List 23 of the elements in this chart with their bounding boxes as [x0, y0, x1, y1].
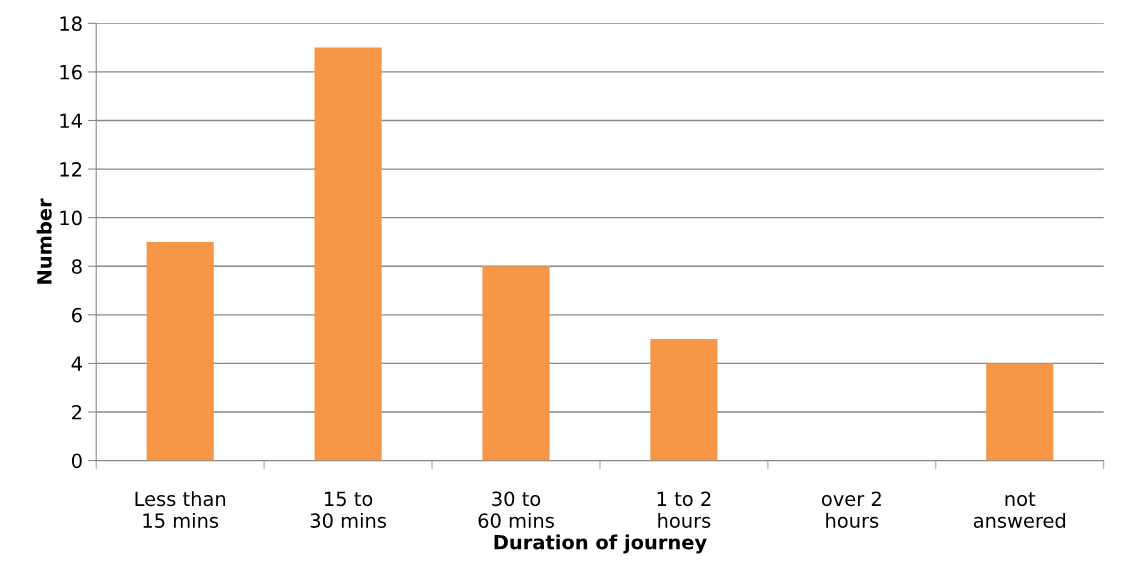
y-tick-label: 8 [71, 259, 82, 274]
y-tick-label: 2 [72, 404, 82, 420]
x-tick-label: not answered [973, 492, 1066, 528]
y-tick-label: 0 [71, 453, 82, 469]
bar [482, 266, 550, 461]
y-tick-label: 12 [60, 162, 82, 177]
bar [986, 363, 1054, 461]
x-tick-label: Less than 15 mins [135, 491, 226, 528]
x-tick-label: over 2 hours [821, 491, 881, 528]
y-tick-label: 14 [60, 113, 82, 128]
x-axis-title: Duration of journey [494, 534, 707, 554]
x-tick-label: 30 to 60 mins [478, 491, 554, 528]
bar [650, 339, 718, 461]
y-tick-label: 4 [71, 356, 82, 371]
y-tick-label: 6 [72, 307, 82, 323]
x-tick-label: 1 to 2 hours [657, 491, 711, 528]
y-tick-label: 18 [60, 16, 82, 31]
bar [146, 241, 214, 461]
bar [314, 47, 382, 461]
y-tick-label: 16 [60, 64, 82, 80]
y-tick-label: 10 [60, 210, 82, 226]
x-tick-label: 15 to 30 mins [310, 491, 386, 528]
y-axis-title: Number [36, 198, 52, 284]
